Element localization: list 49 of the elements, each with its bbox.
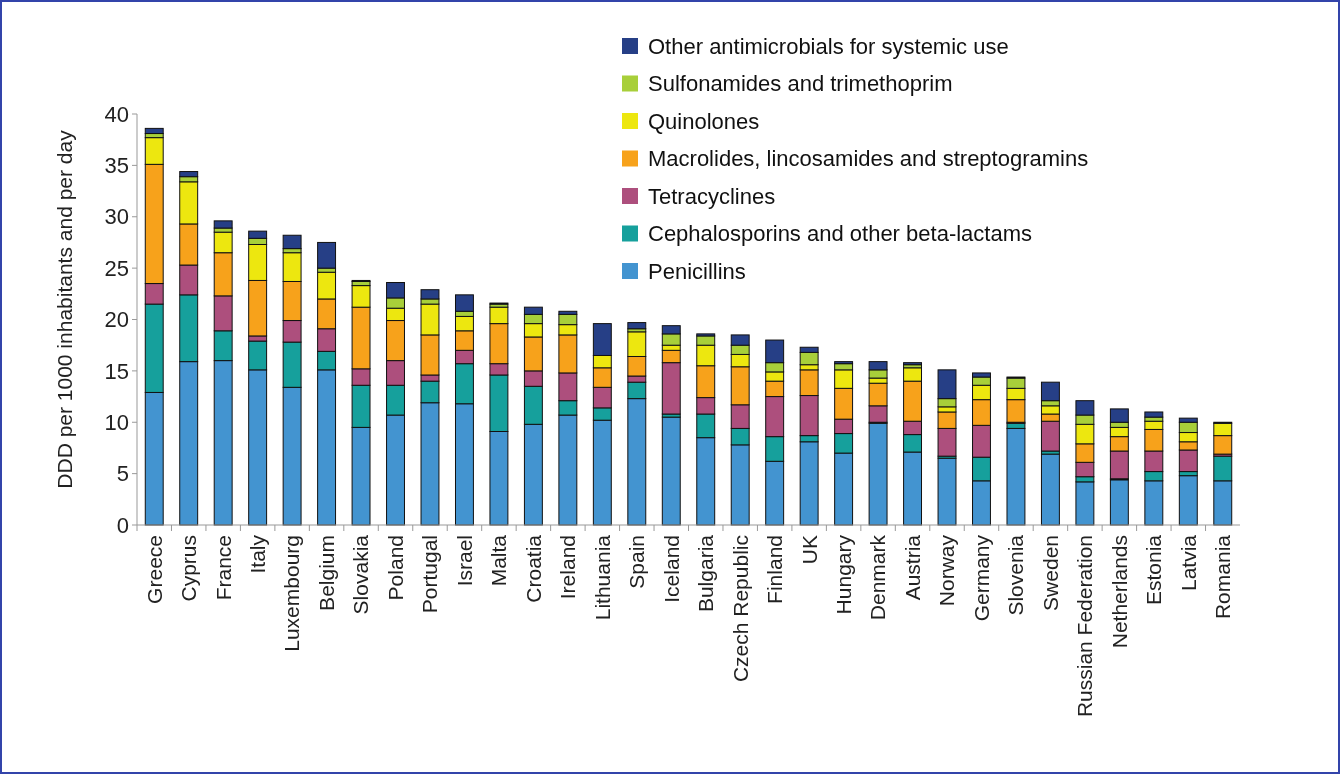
y-tick-label: 20 (104, 307, 129, 333)
y-axis-title: DDD per 1000 inhabitants and per day (53, 129, 76, 489)
legend-label: Cephalosporins and other beta-lactams (648, 221, 1033, 247)
x-tick-label: Spain (625, 535, 649, 589)
x-tick-label: Austria (900, 534, 924, 601)
y-tick-label: 25 (104, 255, 129, 281)
x-tick-label: Belgium (314, 535, 338, 611)
x-tick-label: Portugal (418, 535, 442, 614)
legend-label: Sulfonamides and trimethoprim (648, 71, 953, 97)
x-tick-label: Luxembourg (280, 535, 304, 652)
x-tick-label: Sweden (1038, 535, 1062, 611)
x-tick-label: Croatia (521, 534, 545, 603)
x-tick-label: Italy (245, 534, 269, 574)
y-tick-label: 15 (104, 358, 129, 384)
x-tick-label: Germany (969, 534, 993, 622)
x-tick-label: France (211, 535, 235, 601)
x-tick-label: Romania (1211, 534, 1235, 620)
y-tick-label: 10 (104, 409, 129, 435)
x-tick-label: Russian Federation (1073, 535, 1097, 718)
x-tick-label: Malta (487, 534, 511, 587)
x-tick-label: Estonia (1142, 534, 1166, 606)
x-tick-label: Slovakia (349, 534, 373, 615)
legend-label: Penicillins (648, 258, 746, 284)
x-tick-label: Czech Republic (728, 535, 752, 683)
x-tick-label: Cyprus (177, 535, 201, 602)
x-tick-label: Lithuania (590, 534, 614, 621)
legend-label: Other antimicrobials for systemic use (648, 33, 1009, 59)
legend-label: Macrolides, lincosamides and streptogramins (648, 146, 1089, 172)
x-tick-label: Norway (935, 534, 959, 607)
x-tick-label: Bulgaria (694, 534, 718, 613)
x-tick-label: Latvia (1176, 534, 1200, 592)
x-tick-label: Ireland (556, 535, 580, 600)
y-tick-label: 35 (104, 153, 129, 179)
y-tick-label: 30 (104, 204, 129, 230)
x-tick-label: Greece (142, 535, 166, 604)
x-tick-label: UK (797, 535, 821, 565)
legend-label: Tetracyclines (648, 183, 776, 209)
x-tick-label: Iceland (659, 535, 683, 603)
y-tick-label: 5 (116, 461, 129, 487)
x-tick-label: Netherlands (1107, 535, 1131, 649)
x-tick-label: Hungary (831, 534, 855, 615)
x-tick-label: Israel (452, 535, 476, 587)
x-tick-label: Denmark (866, 534, 890, 621)
y-tick-label: 0 (116, 512, 129, 538)
x-tick-label: Finland (763, 535, 787, 604)
legend-label: Quinolones (648, 108, 760, 134)
x-tick-label: Slovenia (1004, 534, 1028, 616)
x-tick-label: Poland (383, 535, 407, 601)
y-tick-label: 40 (104, 101, 129, 127)
